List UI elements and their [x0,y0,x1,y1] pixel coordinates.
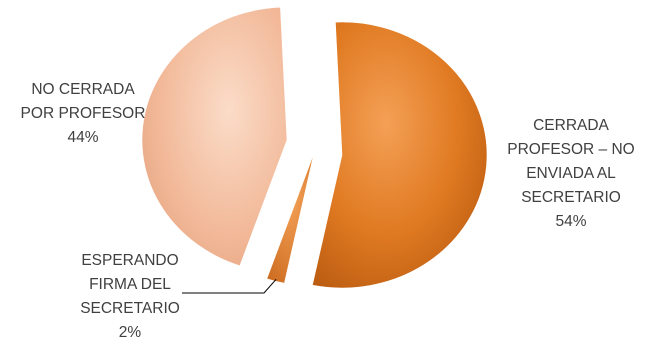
slice-value-label: 2% [119,324,142,341]
slice-esperando-firma [266,152,315,284]
slice-no-cerrada [141,6,288,267]
slice-label-line: PROFESOR – NO [507,141,634,158]
slice-label-line: ESPERANDO [81,252,178,269]
slice-label: CERRADA PROFESOR – NO ENVIADA AL SECRETARIO… [507,117,634,230]
slice-label-line: SECRETARIO [521,189,621,206]
slice-label-line: SECRETARIO [80,300,180,317]
slice-label-line: CERRADA [533,117,609,134]
slice-label: NO CERRADA POR PROFESOR 44% [21,81,146,146]
slice-label-line: NO CERRADA [31,81,135,98]
slice-label-line: POR PROFESOR [21,105,146,122]
slice-cerrada-no-enviada [312,21,488,289]
slice-label-line: FIRMA DEL [89,276,171,293]
slice-value-label: 54% [555,213,586,230]
slice-label: ESPERANDO FIRMA DEL SECRETARIO 2% [80,252,180,341]
leader-line [182,278,277,294]
slice-value-label: 44% [67,129,98,146]
slice-label-line: ENVIADA AL [526,165,616,182]
